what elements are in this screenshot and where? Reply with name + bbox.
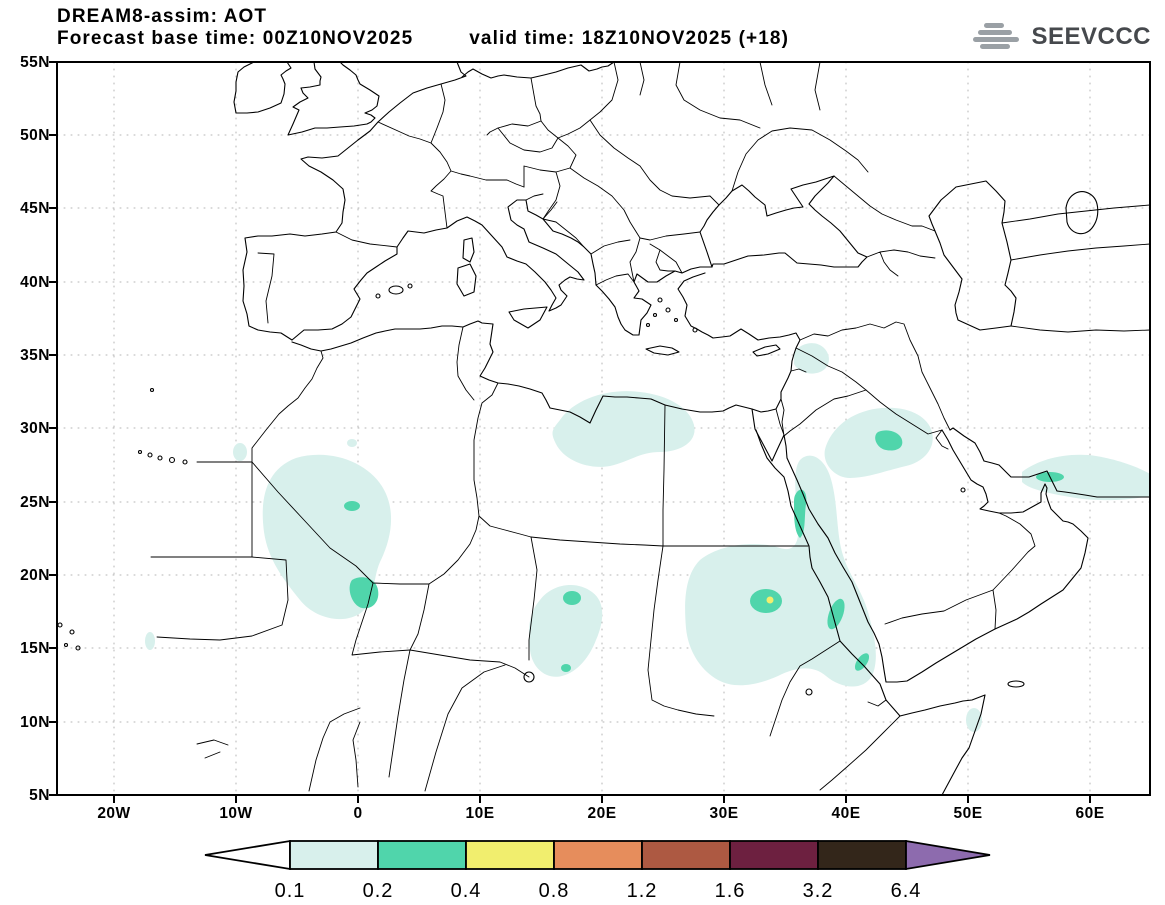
aot-region [854, 653, 870, 671]
aot-region [349, 577, 379, 609]
aot-region [966, 708, 982, 732]
aot-region [794, 343, 829, 374]
y-tick-label: 15N [20, 640, 50, 657]
x-tick-label: 20E [587, 805, 616, 822]
valid-time-label: valid time: 18Z10NOV2025 (+18) [469, 28, 789, 49]
y-tick-label: 35N [20, 347, 50, 364]
aot-region [552, 391, 695, 467]
cloud-icon [973, 23, 1020, 49]
colorbar-above-arrow [905, 839, 991, 871]
colorbar-value: 3.2 [803, 880, 834, 902]
plot-title: DREAM8-assim: AOT [57, 6, 268, 27]
colorbar-value: 1.2 [627, 880, 658, 902]
colorbar-value: 1.6 [715, 880, 746, 902]
colorbar-cell [465, 840, 555, 870]
aot-region [563, 591, 581, 605]
y-tick-label: 25N [20, 494, 50, 511]
y-tick-label: 40N [20, 274, 50, 291]
x-tick-label: 0 [353, 805, 362, 822]
aot-region [766, 596, 774, 604]
y-tick-label: 10N [20, 714, 50, 731]
x-tick-label: 40E [831, 805, 860, 822]
aot-region [794, 489, 807, 538]
base-time-label: Forecast base time: 00Z10NOV2025 [57, 28, 414, 49]
aot-region [233, 443, 247, 461]
aot-region [145, 632, 155, 650]
aot-region [347, 439, 357, 447]
y-axis-labels: 55N 50N 45N 40N 35N 30N 25N 20N 15N 10N … [20, 54, 50, 804]
y-tick-label: 20N [20, 567, 50, 584]
x-tick-label: 30E [709, 805, 738, 822]
aot-region [561, 664, 571, 672]
colorbar-value: 6.4 [891, 880, 922, 902]
axis-ticks [49, 61, 1091, 803]
aot-shading [145, 343, 1150, 732]
colorbar [204, 839, 991, 871]
seevccc-logo: SEEVCCC [971, 20, 1151, 54]
colorbar-cell [817, 840, 907, 870]
aot-region [827, 598, 845, 630]
colorbar-cell [553, 840, 643, 870]
logo-text: SEEVCCC [1031, 23, 1151, 50]
x-tick-label: 20W [97, 805, 130, 822]
x-tick-label: 10E [465, 805, 494, 822]
y-tick-label: 55N [20, 54, 50, 71]
colorbar-cell [729, 840, 819, 870]
colorbar-value: 0.1 [275, 880, 306, 902]
aot-region [1022, 454, 1150, 501]
country-borders [150, 61, 1151, 792]
y-tick-label: 45N [20, 200, 50, 217]
colorbar-value: 0.8 [539, 880, 570, 902]
aot-region [344, 501, 360, 511]
colorbar-cell [289, 840, 379, 870]
x-tick-label: 50E [953, 805, 982, 822]
aot-region [685, 455, 876, 687]
y-tick-label: 30N [20, 420, 50, 437]
colorbar-value: 0.2 [363, 880, 394, 902]
x-axis-labels: 20W 10W 0 10E 20E 30E 40E 50E 60E [97, 805, 1104, 822]
coastlines [57, 61, 1151, 796]
x-tick-label: 10W [219, 805, 252, 822]
plot-header: DREAM8-assim: AOT Forecast base time: 00… [57, 6, 789, 50]
colorbar-labels: 0.1 0.2 0.4 0.8 1.2 1.6 3.2 6.4 [275, 880, 922, 902]
y-tick-label: 5N [29, 787, 50, 804]
colorbar-cell [377, 840, 467, 870]
aot-region [529, 585, 603, 677]
aot-region [750, 589, 782, 613]
colorbar-value: 0.4 [451, 880, 482, 902]
plot-subtitle: Forecast base time: 00Z10NOV2025 valid ti… [57, 28, 789, 50]
x-tick-label: 60E [1075, 805, 1104, 822]
colorbar-below-arrow [204, 839, 291, 871]
colorbar-cell [641, 840, 731, 870]
y-tick-label: 50N [20, 127, 50, 144]
aot-region [875, 430, 903, 451]
